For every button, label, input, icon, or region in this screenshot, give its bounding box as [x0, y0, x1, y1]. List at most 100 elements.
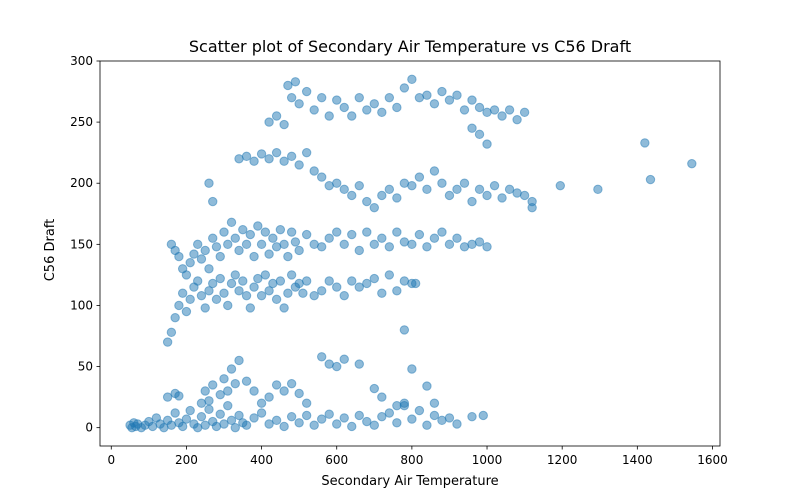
data-point [362, 227, 372, 237]
data-point [422, 90, 432, 100]
data-point [200, 245, 210, 256]
data-point [256, 408, 267, 418]
data-point [162, 392, 173, 402]
data-point [301, 398, 312, 408]
data-point [467, 411, 477, 422]
y-tick-label: 200 [70, 176, 93, 190]
data-point [347, 276, 357, 286]
data-point [215, 389, 225, 400]
data-point [185, 294, 195, 305]
data-point [301, 229, 312, 240]
data-point [223, 239, 233, 250]
data-point [234, 410, 244, 421]
data-point [422, 242, 432, 252]
data-point [474, 102, 485, 113]
data-point [286, 270, 297, 280]
data-point [444, 239, 455, 250]
data-point [489, 105, 500, 115]
data-point [645, 174, 656, 185]
data-point [204, 396, 214, 406]
data-point [204, 286, 214, 296]
data-point [317, 172, 327, 182]
data-point [256, 149, 267, 159]
data-point [332, 419, 342, 429]
data-point [399, 325, 410, 335]
data-point [459, 178, 470, 188]
data-point [687, 158, 697, 169]
data-point [414, 172, 425, 182]
data-point [467, 123, 477, 133]
data-point [275, 276, 286, 286]
data-point [332, 361, 342, 372]
data-point [177, 421, 188, 432]
x-tick-label: 800 [400, 453, 423, 467]
data-point [392, 286, 402, 296]
data-point [174, 391, 184, 401]
data-point [354, 282, 364, 292]
x-tick-label: 1200 [547, 453, 578, 467]
data-point [301, 410, 312, 421]
y-axis-title: C56 Draft [43, 219, 58, 282]
data-point [256, 239, 267, 250]
y-tick-label: 0 [85, 421, 93, 435]
data-point [422, 184, 432, 195]
data-point [279, 386, 289, 396]
data-point [324, 111, 334, 121]
data-point [219, 288, 229, 298]
data-point [369, 420, 379, 430]
data-point [256, 398, 267, 408]
data-point [497, 193, 507, 203]
data-point [286, 411, 297, 422]
data-point [512, 114, 522, 125]
data-point [437, 227, 447, 237]
axes-frame [99, 60, 721, 447]
data-point [444, 413, 455, 423]
x-tick-label: 1000 [472, 453, 503, 467]
data-point [241, 239, 252, 250]
data-point [482, 190, 492, 201]
data-point [362, 416, 372, 427]
data-point [354, 180, 364, 191]
data-point [271, 380, 282, 390]
data-point [354, 359, 364, 369]
data-point [478, 410, 488, 421]
data-point [196, 290, 207, 301]
data-point [174, 251, 184, 262]
data-point [414, 229, 425, 240]
data-point [369, 202, 379, 213]
data-point [429, 410, 440, 421]
data-point [249, 413, 259, 423]
data-point [339, 413, 349, 423]
data-point [407, 74, 417, 85]
data-point [211, 242, 222, 252]
data-point [223, 400, 233, 411]
data-point [196, 411, 207, 422]
data-point [452, 419, 462, 429]
data-point [226, 415, 237, 426]
data-point [238, 276, 248, 286]
data-point [219, 374, 229, 384]
x-tick-label: 1400 [622, 453, 653, 467]
data-point [324, 276, 334, 286]
data-point [324, 233, 334, 243]
data-point [519, 190, 530, 201]
data-point [283, 80, 293, 91]
data-point [215, 251, 225, 262]
data-point [482, 242, 492, 252]
data-point [429, 166, 440, 176]
data-point [185, 405, 195, 416]
y-tick-label: 250 [70, 115, 93, 129]
y-tick-label: 50 [78, 360, 93, 374]
data-point [309, 420, 319, 430]
data-point [241, 290, 252, 301]
data-point [407, 364, 417, 374]
data-point [166, 327, 177, 338]
data-point [332, 227, 342, 237]
y-tick-label: 100 [70, 298, 93, 312]
data-point [204, 264, 214, 274]
data-point [219, 419, 229, 429]
data-point [301, 276, 312, 286]
data-point [264, 117, 274, 127]
data-point [354, 245, 364, 256]
data-point [219, 227, 229, 237]
